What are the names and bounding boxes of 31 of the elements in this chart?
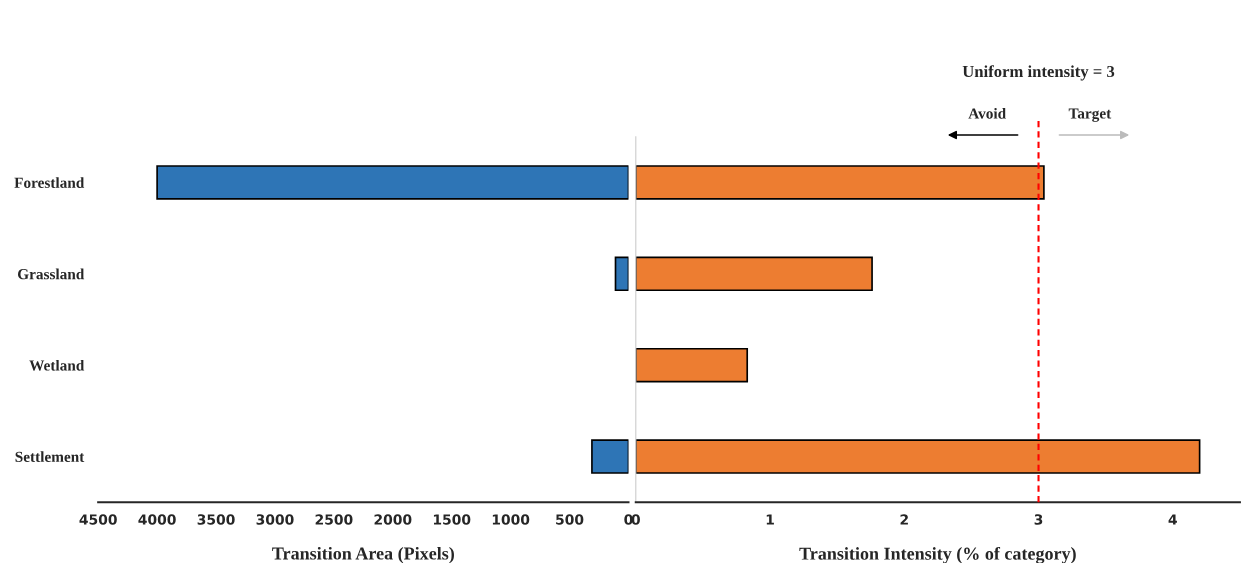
y-tick-label: Settlement — [15, 451, 85, 462]
x-tick-label: 1000 — [492, 514, 530, 525]
bar — [635, 347, 749, 383]
bar — [635, 165, 1045, 200]
x-tick-label: 0 — [624, 514, 633, 525]
x-tick-label: 1500 — [433, 514, 471, 525]
bar — [591, 439, 629, 474]
y-tick-label: Forestland — [14, 177, 85, 188]
x-tick-label: 3 — [1034, 514, 1043, 525]
x-tick-label: 4000 — [138, 514, 176, 525]
x-tick-label: 0 — [631, 514, 640, 525]
x-tick-label: 2 — [900, 514, 908, 525]
x-tick-label: 4 — [1168, 514, 1177, 525]
bar — [614, 256, 629, 292]
bar — [635, 439, 1201, 474]
x-tick-label: 2000 — [374, 514, 412, 525]
x-axis-title: Transition Area (Pixels) — [272, 546, 454, 563]
ref-line-label: Uniform intensity = 3 — [962, 65, 1115, 81]
y-tick-label: Wetland — [29, 359, 85, 371]
x-axis-title: Transition Intensity (% of category) — [799, 546, 1076, 563]
x-tick-label: 3500 — [197, 514, 235, 525]
x-tick-label: 500 — [556, 514, 584, 525]
x-tick-label: 4500 — [79, 514, 117, 525]
x-tick-label: 3000 — [256, 514, 294, 525]
bar — [635, 256, 873, 292]
x-tick-label: 2500 — [315, 514, 353, 525]
x-tick-label: 1 — [766, 514, 774, 525]
bar — [156, 165, 629, 200]
text: Avoid — [968, 107, 1006, 119]
y-tick-label: Grassland — [17, 268, 85, 280]
text: Target — [1068, 108, 1112, 122]
